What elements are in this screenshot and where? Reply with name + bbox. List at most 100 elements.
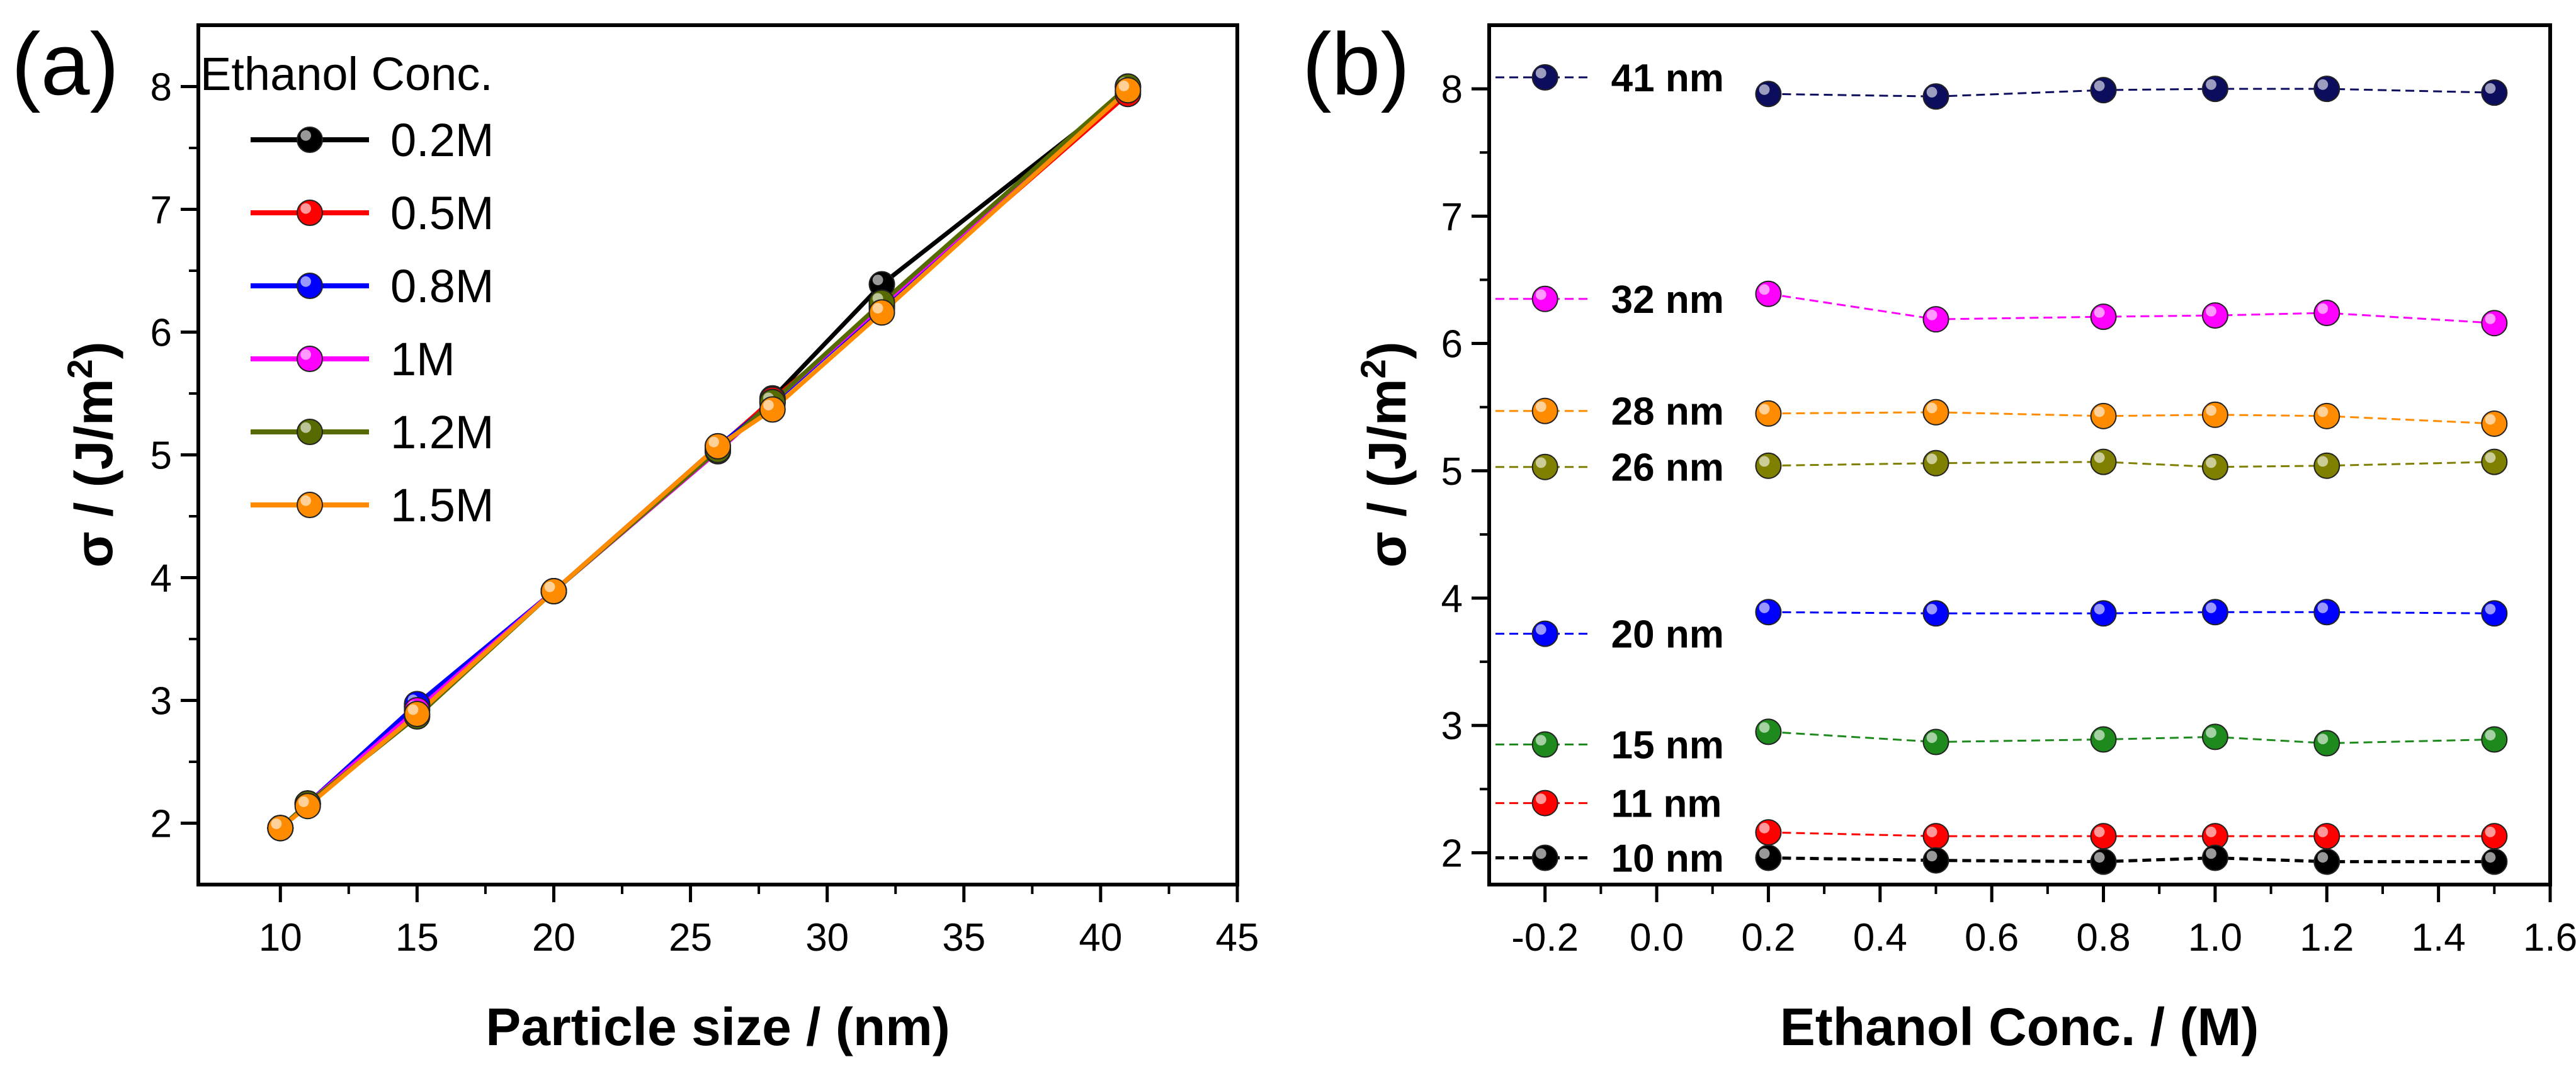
panel-a-x-axis-label: Particle size / (nm) [485,997,950,1056]
data-point-10 nm-highlight [2317,852,2329,863]
legend-label-0.5M: 0.5M [390,187,494,239]
data-point-1.5M-body [267,815,294,842]
x-tick-label: -0.2 [1511,916,1579,959]
legend-marker-32 nm-highlight [1535,289,1546,300]
legend-marker-28 nm [1531,397,1558,424]
legend-marker-10 nm-highlight [1535,848,1546,859]
data-point-32 nm [1755,280,1782,307]
x-tick-label: 0.2 [1741,916,1795,959]
data-point-20 nm-highlight [2094,604,2105,614]
data-point-10 nm [2481,848,2508,875]
series-line-10 nm [1768,856,2495,864]
panel-a-y-axis-label-sup: 2 [60,359,99,378]
data-point-10 nm-highlight [2094,852,2105,863]
data-point-41 nm [2090,77,2117,104]
data-point-20 nm-highlight [1926,604,1938,614]
x-tick-label: 20 [532,916,576,959]
legend-marker-41 nm-body [1531,64,1558,91]
panel-b-label: (b) [1302,14,1410,113]
data-point-11 nm-highlight [2206,826,2216,837]
data-point-26 nm-highlight [1926,453,1938,465]
legend-marker-0.5M-body [297,200,323,226]
data-point-1.5M [868,299,895,326]
legend-label-20 nm: 20 nm [1611,613,1724,657]
legend-marker-0.2M [297,127,323,153]
data-point-10 nm-highlight [1759,848,1770,859]
data-point-32 nm-highlight [2317,303,2329,314]
data-point-32 nm [2090,303,2117,331]
data-point-41 nm [1755,81,1782,108]
legend-marker-15 nm-highlight [1535,735,1546,746]
panel-a-legend-title: Ethanol Conc. [200,48,493,100]
data-point-20 nm [1755,599,1782,626]
y-tick-label: 5 [150,434,172,478]
series-line-26 nm [1768,461,2495,468]
y-tick-label: 4 [150,557,172,601]
legend-marker-15 nm [1531,731,1558,758]
data-point-41 nm-highlight [2206,79,2216,90]
data-point-32 nm-body [1755,280,1782,307]
data-point-10 nm-highlight [1926,851,1938,862]
data-point-41 nm-body [1755,81,1782,108]
legend-marker-41 nm-highlight [1535,67,1546,79]
y-tick-label: 3 [150,680,172,723]
x-tick-label: 1.2 [2300,916,2354,959]
data-point-1.5M [294,793,321,820]
data-point-28 nm-highlight [1926,402,1938,414]
panel-a-series [267,73,1142,842]
data-point-20 nm-body [2201,599,2228,626]
data-point-10 nm [2313,848,2341,875]
x-tick-label: 25 [669,916,712,959]
data-point-1.5M-highlight [407,704,419,715]
data-point-0.2M [868,271,895,298]
data-point-0.2M-highlight [872,274,883,286]
data-point-15 nm-body [2481,726,2508,753]
data-point-15 nm [2090,726,2117,753]
data-point-41 nm-body [1922,83,1949,110]
legend-label-1.5M: 1.5M [390,479,494,531]
legend-marker-1.2M-body [297,419,323,445]
data-point-26 nm [2481,448,2508,475]
legend-marker-0.2M-body [297,127,323,153]
data-point-32 nm-highlight [2485,314,2496,324]
panel-a-y-axis-label-main: σ / (J/m [64,378,123,567]
data-point-41 nm-highlight [2485,82,2496,94]
data-point-26 nm-highlight [2485,452,2496,463]
legend-marker-1.5M [297,492,323,518]
data-point-15 nm-highlight [1759,722,1770,733]
data-point-11 nm-body [1922,823,1949,850]
legend-marker-11 nm [1531,790,1558,817]
legend-marker-0.8M [297,273,323,299]
data-point-10 nm [1922,847,1949,874]
legend-label-32 nm: 32 nm [1611,278,1724,322]
x-tick-label: 0.0 [1630,916,1684,959]
data-point-32 nm-body [2201,302,2228,329]
panel-b-series: 41 nm 32 nm 28 nm 26 nm 20 nm 15 nm 11 nm 10 nm [1495,57,2508,881]
legend-marker-10 nm [1531,844,1558,871]
legend-marker-0.8M-highlight [300,276,311,287]
panel-b-y-axis-label-close: ) [1358,341,1417,359]
data-point-10 nm-highlight [2206,848,2216,859]
data-point-28 nm [1755,400,1782,427]
panel-b-y-axis-label-sup: 2 [1353,359,1393,378]
series-line-15 nm [1768,730,2495,745]
y-tick-label: 6 [150,312,172,355]
legend-label-41 nm: 41 nm [1611,57,1724,100]
data-point-11 nm-highlight [1759,822,1770,834]
data-point-28 nm [2201,401,2228,428]
data-point-32 nm [2481,310,2508,337]
x-tick-label: 1.4 [2412,916,2466,959]
legend-label-26 nm: 26 nm [1611,446,1724,490]
data-point-20 nm-body [1922,600,1949,627]
data-point-28 nm [2481,410,2508,437]
data-point-15 nm-highlight [1926,732,1938,744]
data-point-1.5M-body [1115,77,1142,104]
data-point-20 nm-highlight [2206,603,2216,613]
series-line-20 nm [1768,611,2495,614]
data-point-10 nm-body [2090,848,2117,875]
series-line-32 nm [1768,293,2495,324]
data-point-1.5M-highlight [544,581,555,592]
data-point-15 nm [2481,726,2508,753]
